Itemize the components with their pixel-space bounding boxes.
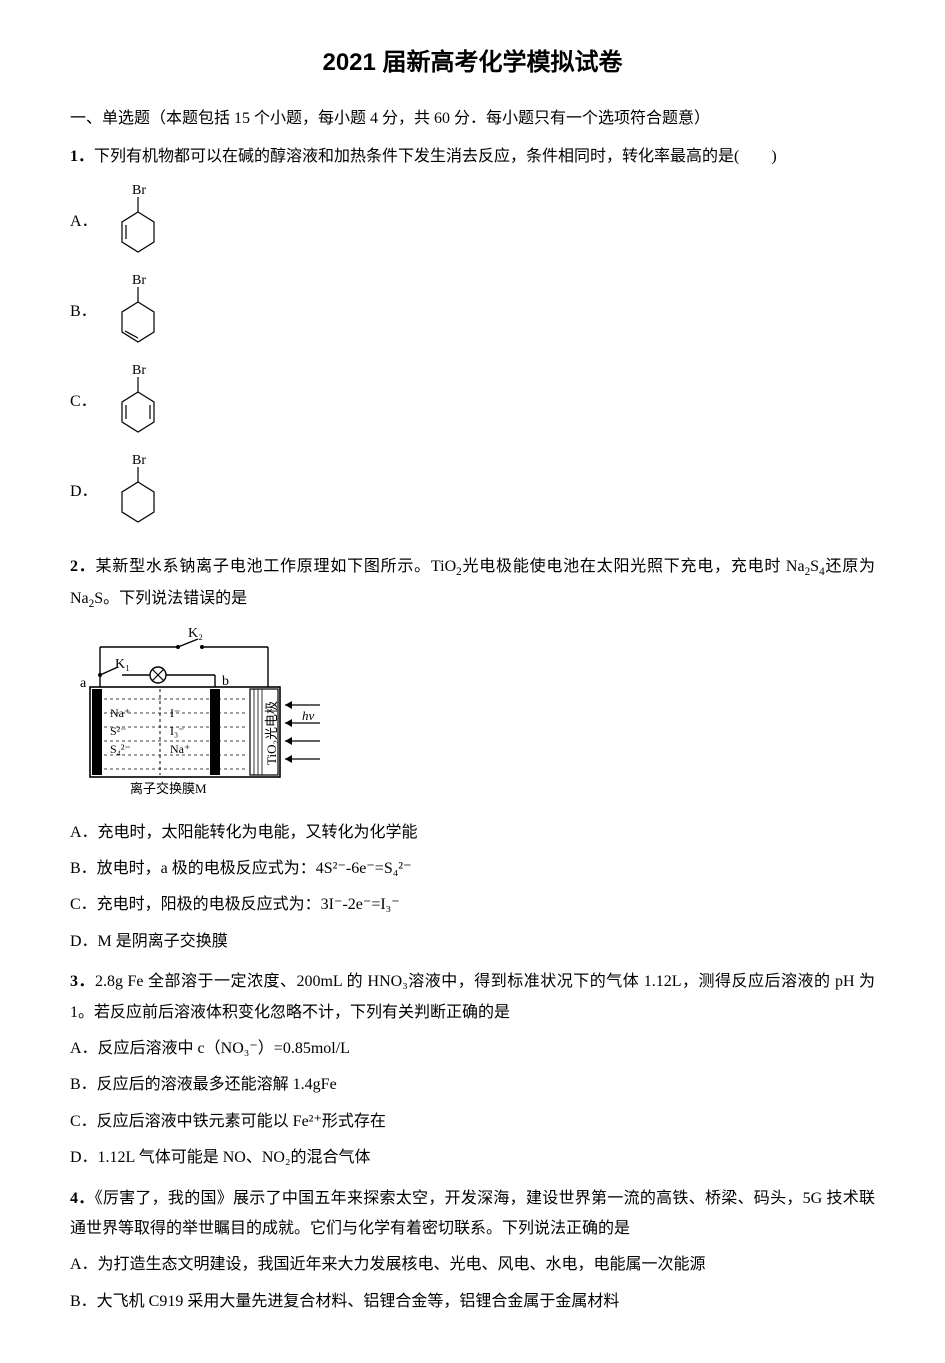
q3-text: 2.8g Fe 全部溶于一定浓度、200mL 的 HNO₃溶液中，得到标准状况下… [70, 973, 875, 1020]
q2-opt-a: A．充电时，太阳能转化为电能，又转化为化学能 [70, 818, 875, 848]
svg-text:I⁻: I⁻ [170, 706, 180, 720]
q1-opt-b-structure: Br [104, 272, 174, 352]
q1-option-c: C． Br [70, 362, 875, 442]
q2-text-e: S。下列说法错误的是 [94, 590, 247, 607]
svg-text:Br: Br [132, 363, 146, 378]
q2-number: 2． [70, 558, 96, 575]
q4-opt-a: A．为打造生态文明建设，我国近年来大力发展核电、光电、风电、水电，电能属一次能源 [70, 1250, 875, 1280]
q1-opt-b-label: B． [70, 297, 104, 327]
q1-option-a: A． Br [70, 182, 875, 262]
q2-opt-d: D．M 是阴离子交换膜 [70, 927, 875, 957]
svg-text:Br: Br [132, 273, 146, 288]
q2-text-b: 光电极能使电池在太阳光照下充电，充电时 Na [462, 558, 805, 575]
q2-opt-b: B．放电时，a 极的电极反应式为：4S²⁻-6e⁻=S₄²⁻ [70, 854, 875, 884]
q1-number: 1． [70, 148, 94, 165]
q4-number: 4． [70, 1190, 95, 1207]
q2-text-a: 某新型水系钠离子电池工作原理如下图所示。TiO [96, 558, 457, 575]
svg-text:K₁: K₁ [115, 657, 130, 672]
svg-text:Br: Br [132, 183, 146, 198]
page-title: 2021 届新高考化学模拟试卷 [70, 40, 875, 86]
svg-text:Br: Br [132, 453, 146, 468]
q3-opt-c: C．反应后溶液中铁元素可能以 Fe²⁺形式存在 [70, 1107, 875, 1137]
q4-stem: 4．《厉害了，我的国》展示了中国五年来探索太空，开发深海，建设世界第一流的高铁、… [70, 1184, 875, 1245]
q3-number: 3． [70, 973, 95, 990]
q1-stem: 1．下列有机物都可以在碱的醇溶液和加热条件下发生消去反应，条件相同时，转化率最高… [70, 142, 875, 172]
svg-text:hv: hv [302, 708, 315, 723]
svg-text:S²⁻: S²⁻ [110, 724, 127, 738]
q1-opt-a-structure: Br [104, 182, 174, 262]
q1-text: 下列有机物都可以在碱的醇溶液和加热条件下发生消去反应，条件相同时，转化率最高的是… [94, 148, 777, 165]
svg-text:Na⁺: Na⁺ [110, 706, 130, 720]
q2-diagram: K₂ K₁ a b TiO₂光电极 [70, 625, 875, 811]
q2-text-c: S [810, 558, 819, 575]
svg-text:S₄²⁻: S₄²⁻ [110, 742, 131, 756]
svg-text:I₃⁻: I₃⁻ [170, 724, 185, 738]
svg-text:离子交换膜M: 离子交换膜M [130, 781, 207, 796]
q3-opt-d: D．1.12L 气体可能是 NO、NO₂的混合气体 [70, 1143, 875, 1173]
svg-text:K₂: K₂ [188, 626, 203, 641]
q3-stem: 3．2.8g Fe 全部溶于一定浓度、200mL 的 HNO₃溶液中，得到标准状… [70, 967, 875, 1028]
q1-option-b: B． Br [70, 272, 875, 352]
q1-opt-a-label: A． [70, 207, 104, 237]
svg-text:a: a [80, 676, 87, 691]
q1-opt-d-label: D． [70, 477, 104, 507]
q1-opt-d-structure: Br [104, 452, 174, 532]
q1-opt-c-structure: Br [104, 362, 174, 442]
q2-opt-c: C．充电时，阳极的电极反应式为：3I⁻-2e⁻=I₃⁻ [70, 890, 875, 920]
svg-text:TiO₂光电极: TiO₂光电极 [264, 701, 279, 765]
svg-text:Na⁺: Na⁺ [170, 742, 190, 756]
q1-opt-c-label: C． [70, 387, 104, 417]
q3-opt-a: A．反应后溶液中 c（NO₃⁻）=0.85mol/L [70, 1034, 875, 1064]
q4-text: 《厉害了，我的国》展示了中国五年来探索太空，开发深海，建设世界第一流的高铁、桥梁… [70, 1190, 875, 1237]
q1-option-d: D． Br [70, 452, 875, 532]
q2-stem: 2．某新型水系钠离子电池工作原理如下图所示。TiO2光电极能使电池在太阳光照下充… [70, 552, 875, 615]
section-heading: 一、单选题（本题包括 15 个小题，每小题 4 分，共 60 分．每小题只有一个… [70, 104, 875, 134]
q3-opt-b: B．反应后的溶液最多还能溶解 1.4gFe [70, 1070, 875, 1100]
q4-opt-b: B．大飞机 C919 采用大量先进复合材料、铝锂合金等，铝锂合金属于金属材料 [70, 1287, 875, 1317]
